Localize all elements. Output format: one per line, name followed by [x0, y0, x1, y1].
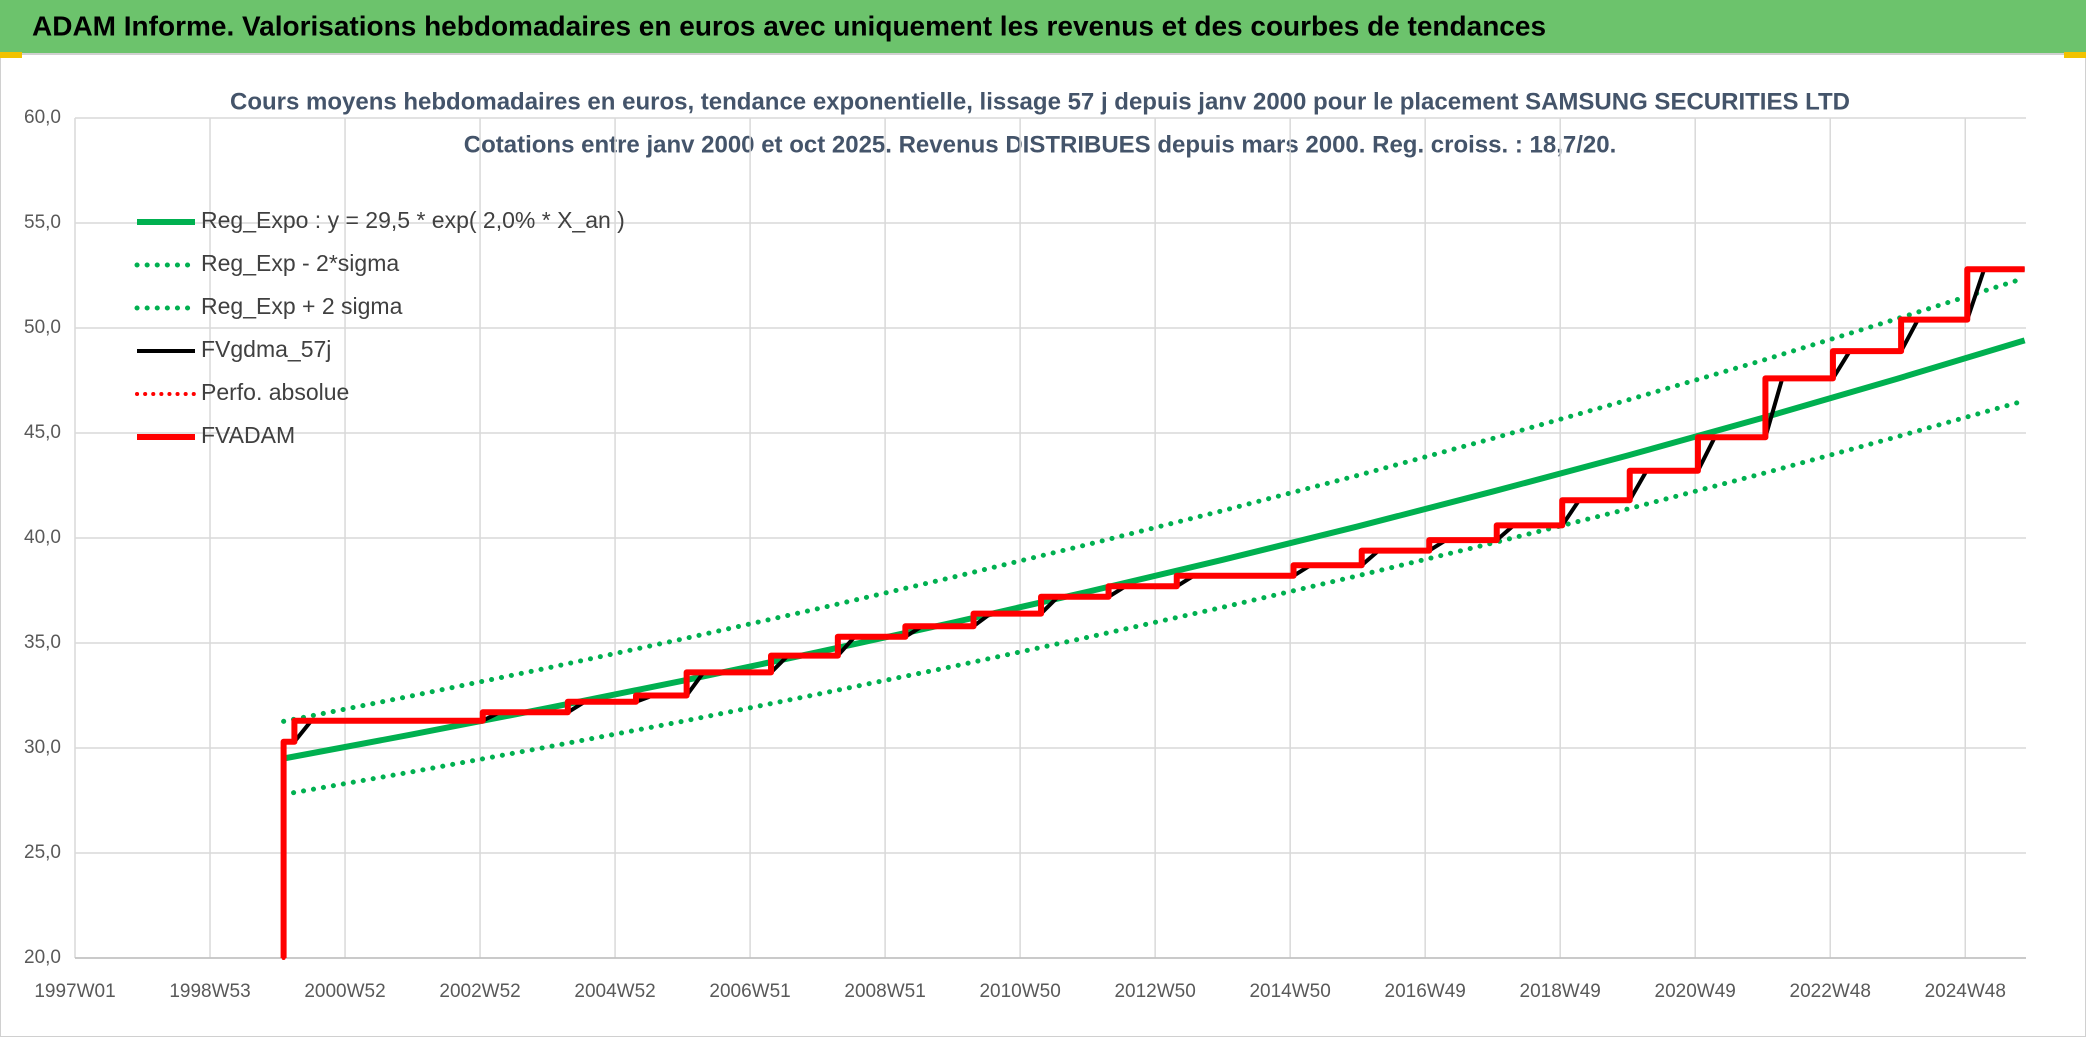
corner-accent — [2064, 52, 2086, 58]
subtitle: Cotations entre janv 2000 et oct 2025. R… — [464, 131, 1616, 158]
legend-label: FVADAM — [201, 422, 295, 448]
y-tick-label: 50,0 — [24, 317, 61, 338]
x-tick-label: 2010W50 — [979, 981, 1060, 1002]
x-tick-label: 2014W50 — [1249, 981, 1330, 1002]
y-tick-label: 35,0 — [24, 632, 61, 653]
legend-label: Reg_Exp - 2*sigma — [201, 250, 399, 276]
x-tick-label: 2008W51 — [844, 981, 925, 1002]
x-tick-label: 1997W01 — [34, 981, 115, 1002]
grid: 20,0 25,0 30,0 35,0 40,0 45,0 50,0 55,0 60,0 1997… — [24, 107, 2026, 1002]
legend: Reg_Expo : y = 29,5 * exp( 2,0% * X_an )… — [134, 207, 625, 448]
y-tick-label: 30,0 — [24, 737, 61, 758]
x-tick-label: 2024W48 — [1925, 981, 2006, 1002]
corner-accent — [0, 52, 22, 58]
y-tick-label: 45,0 — [24, 422, 61, 443]
legend-label: Perfo. absolue — [201, 379, 349, 405]
y-tick-label: 60,0 — [24, 107, 61, 128]
x-tick-label: 2006W51 — [709, 981, 790, 1002]
header-title: ADAM Informe. Valorisations hebdomadaire… — [32, 10, 1546, 41]
x-tick-label: 2018W49 — [1520, 981, 1601, 1002]
series-line — [281, 275, 2028, 724]
y-tick-label: 40,0 — [24, 527, 61, 548]
y-tick-label: 20,0 — [24, 947, 61, 968]
x-tick-label: 2012W50 — [1114, 981, 1195, 1002]
x-tick-label: 2004W52 — [574, 981, 655, 1002]
x-tick-label: 2020W49 — [1655, 981, 1736, 1002]
x-tick-label: 2000W52 — [304, 981, 385, 1002]
series-line — [281, 398, 2028, 797]
legend-label: FVgdma_57j — [201, 336, 331, 362]
legend-label: Reg_Exp + 2 sigma — [201, 293, 403, 319]
header-bar — [0, 0, 2086, 54]
series-line — [280, 266, 2025, 958]
y-tick-label: 25,0 — [24, 842, 61, 863]
x-tick-label: 2002W52 — [439, 981, 520, 1002]
subtitle: Cours moyens hebdomadaires en euros, ten… — [230, 88, 1850, 115]
frame — [0, 53, 2086, 1037]
y-tick-label: 55,0 — [24, 212, 61, 233]
x-tick-label: 1998W53 — [169, 981, 250, 1002]
x-tick-label: 2016W49 — [1385, 981, 1466, 1002]
x-tick-label: 2022W48 — [1790, 981, 1871, 1002]
plot-lines — [280, 266, 2028, 960]
legend-label: Reg_Expo : y = 29,5 * exp( 2,0% * X_an ) — [201, 207, 625, 233]
